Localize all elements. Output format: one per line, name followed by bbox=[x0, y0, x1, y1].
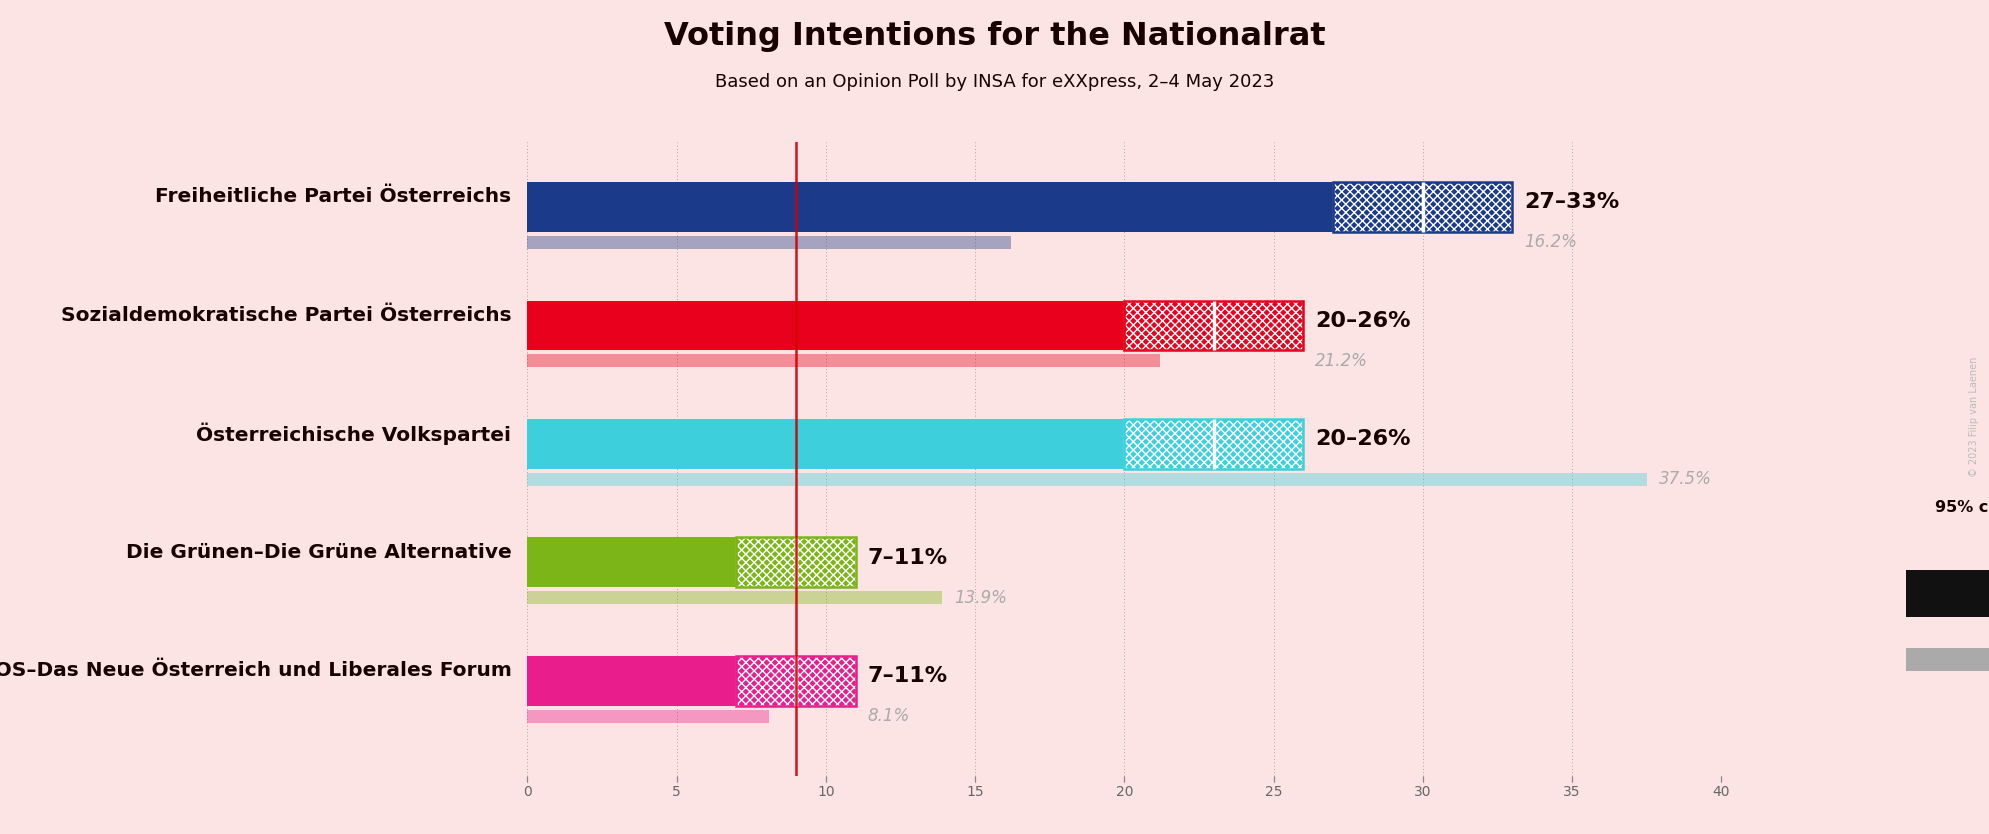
Text: 13.9%: 13.9% bbox=[955, 589, 1006, 607]
Bar bbox=[1124, 300, 1303, 350]
Text: Freiheitliche Partei Österreichs: Freiheitliche Partei Österreichs bbox=[155, 188, 511, 207]
Text: Sozialdemokratische Partei Österreichs: Sozialdemokratische Partei Österreichs bbox=[62, 306, 511, 325]
Text: 37.5%: 37.5% bbox=[1657, 470, 1711, 489]
Text: 21.2%: 21.2% bbox=[1315, 352, 1368, 370]
Text: Voting Intentions for the Nationalrat: Voting Intentions for the Nationalrat bbox=[664, 21, 1325, 52]
Text: Die Grünen–Die Grüne Alternative: Die Grünen–Die Grüne Alternative bbox=[125, 543, 511, 562]
Bar bbox=[1124, 419, 1303, 469]
Text: 8.1%: 8.1% bbox=[867, 707, 909, 726]
Text: Österreichische Volkspartei: Österreichische Volkspartei bbox=[197, 423, 511, 445]
Bar bbox=[1333, 182, 1512, 232]
Bar bbox=[527, 236, 1010, 249]
Bar bbox=[1905, 570, 1989, 617]
Text: 7–11%: 7–11% bbox=[867, 666, 947, 686]
Bar bbox=[527, 591, 943, 605]
Bar bbox=[527, 656, 736, 706]
Text: 7–11%: 7–11% bbox=[867, 548, 947, 568]
Bar bbox=[527, 473, 1645, 486]
Bar bbox=[527, 537, 736, 587]
Text: 95% confidence interval: 95% confidence interval bbox=[1935, 500, 1989, 515]
Text: 16.2%: 16.2% bbox=[1524, 234, 1577, 252]
Text: NEOS–Das Neue Österreich und Liberales Forum: NEOS–Das Neue Österreich und Liberales F… bbox=[0, 661, 511, 681]
Bar bbox=[736, 537, 855, 587]
Text: 27–33%: 27–33% bbox=[1524, 192, 1619, 212]
Text: Based on an Opinion Poll by INSA for eXXpress, 2–4 May 2023: Based on an Opinion Poll by INSA for eXX… bbox=[714, 73, 1275, 91]
Text: 20–26%: 20–26% bbox=[1315, 430, 1410, 450]
Bar bbox=[1905, 647, 1989, 671]
Bar bbox=[527, 182, 1333, 232]
Text: © 2023 Filip van Laenen: © 2023 Filip van Laenen bbox=[1967, 357, 1979, 477]
Text: 20–26%: 20–26% bbox=[1315, 311, 1410, 330]
Bar bbox=[736, 656, 855, 706]
Bar bbox=[527, 419, 1124, 469]
Bar bbox=[527, 710, 768, 723]
Bar bbox=[527, 300, 1124, 350]
Bar bbox=[527, 354, 1160, 368]
